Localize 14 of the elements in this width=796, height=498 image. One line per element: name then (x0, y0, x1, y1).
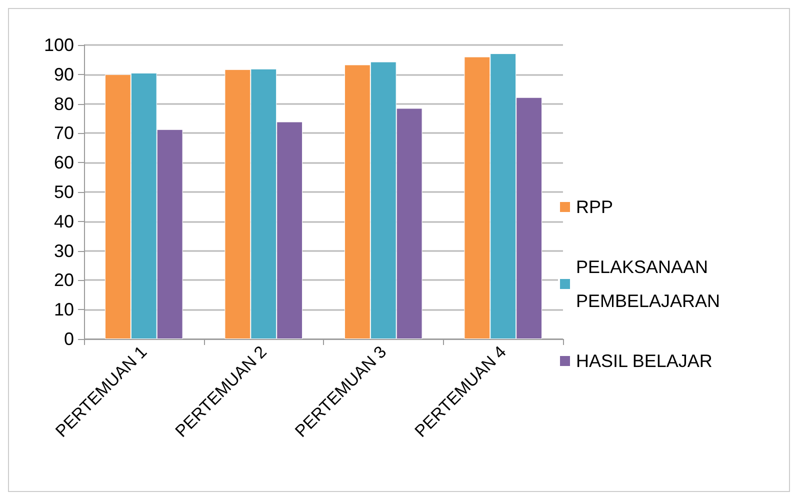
y-tick-label: 90 (54, 64, 74, 84)
y-tick-label: 10 (54, 300, 74, 320)
y-tick-label: 80 (54, 94, 74, 114)
y-tick-label: 60 (54, 152, 74, 173)
y-tick-label: 0 (64, 329, 74, 349)
y-tick-label: 20 (54, 270, 74, 290)
y-tick-label: 30 (54, 240, 74, 261)
legend-label: RPP (576, 197, 614, 217)
y-tick-label: 100 (44, 35, 74, 55)
legend-label: PELAKSANAAN PEMBELAJARAN (576, 257, 720, 311)
legend-label: HASIL BELAJAR (576, 351, 712, 371)
y-tick-label: 70 (54, 123, 74, 144)
y-tick-label: 50 (54, 182, 74, 202)
y-tick-label: 40 (54, 211, 74, 232)
